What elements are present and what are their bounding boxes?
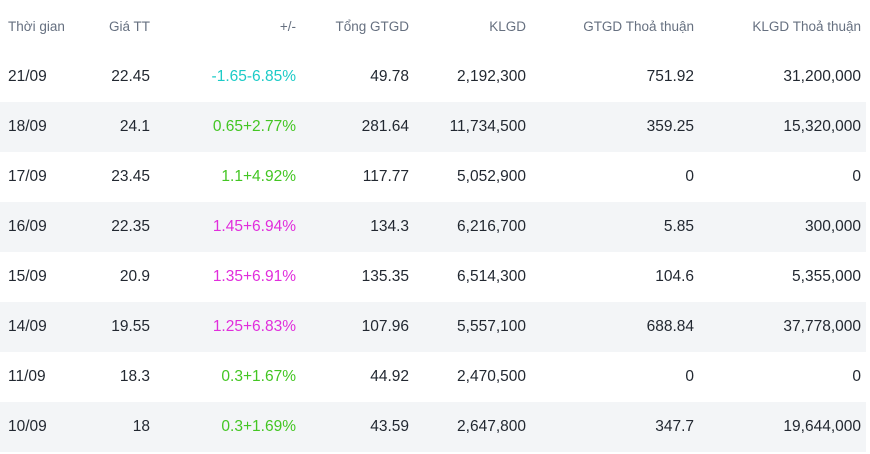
- total-value-cell: 44.92: [370, 368, 409, 385]
- table-row: 17/09 23.45 1.1+4.92% 117.77 5,052,900 0…: [0, 152, 866, 202]
- table-row: 16/09 22.35 1.45+6.94% 134.3 6,216,700 5…: [0, 202, 866, 252]
- date-cell: 14/09: [8, 318, 47, 335]
- volume-cell: 5,557,100: [457, 318, 526, 335]
- change-cell: 1.45+6.94%: [150, 218, 296, 236]
- column-header-deal-volume[interactable]: KLGD Thoả thuận: [752, 18, 861, 34]
- date-cell: 16/09: [8, 218, 47, 235]
- total-value-cell: 107.96: [361, 318, 409, 335]
- change-amount: -1.65: [211, 68, 247, 85]
- change-cell: 1.25+6.83%: [150, 318, 296, 336]
- table-header: Thời gian Giá TT +/- Tổng GTGD KLGD GTGD…: [0, 0, 866, 52]
- price-cell: 22.45: [111, 68, 150, 85]
- change-amount: 1.35: [212, 268, 243, 285]
- total-value-cell: 135.35: [361, 268, 409, 285]
- volume-cell: 6,216,700: [457, 218, 526, 235]
- total-value-cell: 49.78: [370, 68, 409, 85]
- deal-value-cell: 688.84: [646, 318, 694, 335]
- table-row: 11/09 18.3 0.3+1.67% 44.92 2,470,500 0 0: [0, 352, 866, 402]
- deal-volume-cell: 37,778,000: [783, 318, 861, 335]
- deal-volume-cell: 31,200,000: [783, 68, 861, 85]
- change-cell: 0.3+1.69%: [150, 418, 296, 436]
- change-percent: +6.83%: [242, 318, 296, 335]
- price-cell: 18: [132, 418, 150, 435]
- volume-cell: 11,734,500: [449, 118, 526, 135]
- deal-volume-cell: 0: [852, 168, 861, 185]
- table-row: 10/09 18 0.3+1.69% 43.59 2,647,800 347.7…: [0, 402, 866, 452]
- column-header-deal-value[interactable]: GTGD Thoả thuận: [583, 18, 694, 34]
- deal-volume-cell: 0: [852, 368, 861, 385]
- deal-value-cell: 0: [685, 168, 694, 185]
- deal-volume-cell: 19,644,000: [783, 418, 861, 435]
- total-value-cell: 281.64: [361, 118, 409, 135]
- volume-cell: 6,514,300: [457, 268, 526, 285]
- date-cell: 11/09: [8, 368, 46, 385]
- change-amount: 1.45: [212, 218, 243, 235]
- deal-volume-cell: 5,355,000: [792, 268, 861, 285]
- price-cell: 22.35: [111, 218, 150, 235]
- total-value-cell: 134.3: [370, 218, 409, 235]
- deal-volume-cell: 15,320,000: [783, 118, 861, 135]
- table-row: 21/09 22.45 -1.65-6.85% 49.78 2,192,300 …: [0, 52, 866, 102]
- change-percent: +4.92%: [242, 168, 296, 185]
- change-percent: +2.77%: [242, 118, 296, 135]
- deal-volume-cell: 300,000: [804, 218, 861, 235]
- change-cell: 1.1+4.92%: [150, 168, 296, 186]
- deal-value-cell: 5.85: [663, 218, 694, 235]
- table-body: 21/09 22.45 -1.65-6.85% 49.78 2,192,300 …: [0, 52, 866, 452]
- table-row: 14/09 19.55 1.25+6.83% 107.96 5,557,100 …: [0, 302, 866, 352]
- table-row: 18/09 24.1 0.65+2.77% 281.64 11,734,500 …: [0, 102, 866, 152]
- deal-value-cell: 347.7: [655, 418, 694, 435]
- date-cell: 21/09: [8, 68, 47, 85]
- deal-value-cell: 104.6: [655, 268, 694, 285]
- price-cell: 19.55: [111, 318, 150, 335]
- column-header-total-value[interactable]: Tổng GTGD: [335, 18, 409, 34]
- date-cell: 10/09: [8, 418, 47, 435]
- change-cell: 0.65+2.77%: [150, 118, 296, 136]
- price-cell: 18.3: [119, 368, 150, 385]
- deal-value-cell: 0: [685, 368, 694, 385]
- change-amount: 0.3: [221, 418, 243, 435]
- change-percent: +6.91%: [242, 268, 296, 285]
- change-cell: -1.65-6.85%: [150, 68, 296, 86]
- change-cell: 1.35+6.91%: [150, 268, 296, 286]
- column-header-volume[interactable]: KLGD: [489, 18, 526, 34]
- date-cell: 18/09: [8, 118, 47, 135]
- change-amount: 0.65: [212, 118, 243, 135]
- change-amount: 1.25: [212, 318, 243, 335]
- column-header-change[interactable]: +/-: [279, 18, 296, 34]
- volume-cell: 2,192,300: [457, 68, 526, 85]
- change-percent: +1.67%: [242, 368, 296, 385]
- column-header-price[interactable]: Giá TT: [108, 18, 150, 34]
- volume-cell: 5,052,900: [457, 168, 526, 185]
- volume-cell: 2,470,500: [457, 368, 526, 385]
- change-cell: 0.3+1.67%: [150, 368, 296, 386]
- total-value-cell: 43.59: [370, 418, 409, 435]
- deal-value-cell: 359.25: [646, 118, 694, 135]
- change-percent: +1.69%: [242, 418, 296, 435]
- price-cell: 20.9: [119, 268, 150, 285]
- change-percent: -6.85%: [246, 68, 296, 85]
- deal-value-cell: 751.92: [646, 68, 694, 85]
- table-row: 15/09 20.9 1.35+6.91% 135.35 6,514,300 1…: [0, 252, 866, 302]
- date-cell: 17/09: [8, 168, 47, 185]
- date-cell: 15/09: [8, 268, 47, 285]
- volume-cell: 2,647,800: [457, 418, 526, 435]
- column-header-date[interactable]: Thời gian: [8, 18, 65, 34]
- price-cell: 23.45: [111, 168, 150, 185]
- change-amount: 1.1: [221, 168, 243, 185]
- price-cell: 24.1: [119, 118, 150, 135]
- total-value-cell: 117.77: [362, 168, 409, 185]
- change-percent: +6.94%: [242, 218, 296, 235]
- change-amount: 0.3: [221, 368, 243, 385]
